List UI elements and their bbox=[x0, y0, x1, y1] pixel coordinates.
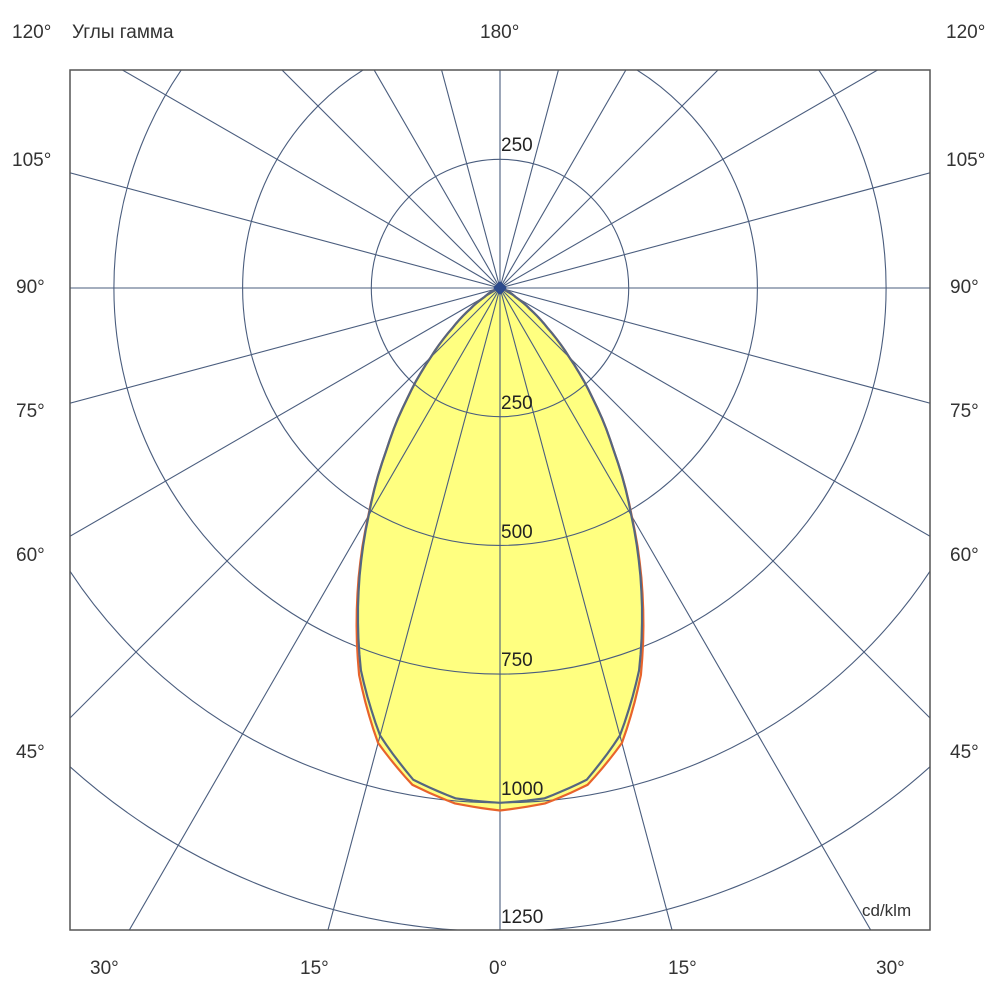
curve-c0 bbox=[356, 286, 644, 804]
chart-title: Углы гамма bbox=[72, 22, 174, 43]
radial-tick-label-top: 250 bbox=[501, 135, 533, 156]
left-angle-label: 60° bbox=[16, 545, 45, 566]
right-angle-label: 105° bbox=[946, 150, 986, 171]
unit-label: cd/klm bbox=[862, 901, 912, 920]
bottom-angle-label: 15° bbox=[668, 958, 697, 979]
center-marker-icon bbox=[493, 281, 507, 295]
radial-tick-label: 1250 bbox=[501, 907, 544, 928]
left-angle-label: 120° bbox=[12, 22, 52, 43]
bottom-angle-label: 30° bbox=[90, 958, 119, 979]
radial-tick-label: 750 bbox=[501, 650, 533, 671]
intensity-curves bbox=[355, 286, 645, 812]
right-angle-label: 45° bbox=[950, 742, 979, 763]
right-angle-label: 120° bbox=[946, 22, 986, 43]
bottom-angle-label: 0° bbox=[489, 958, 508, 979]
right-angle-label: 60° bbox=[950, 545, 979, 566]
left-angle-label: 75° bbox=[16, 401, 45, 422]
bottom-angle-label: 30° bbox=[876, 958, 905, 979]
bottom-angle-label: 15° bbox=[300, 958, 329, 979]
plot-frame bbox=[69, 69, 931, 931]
radial-tick-label: 250 bbox=[501, 393, 533, 414]
left-angle-label: 105° bbox=[12, 150, 52, 171]
left-angle-label: 45° bbox=[16, 742, 45, 763]
radial-tick-label: 500 bbox=[501, 522, 533, 543]
radial-tick-label: 1000 bbox=[501, 779, 544, 800]
right-angle-label: 90° bbox=[950, 277, 979, 298]
left-angle-label: 90° bbox=[16, 277, 45, 298]
top-angle-label: 180° bbox=[480, 22, 520, 43]
right-angle-label: 75° bbox=[950, 401, 979, 422]
